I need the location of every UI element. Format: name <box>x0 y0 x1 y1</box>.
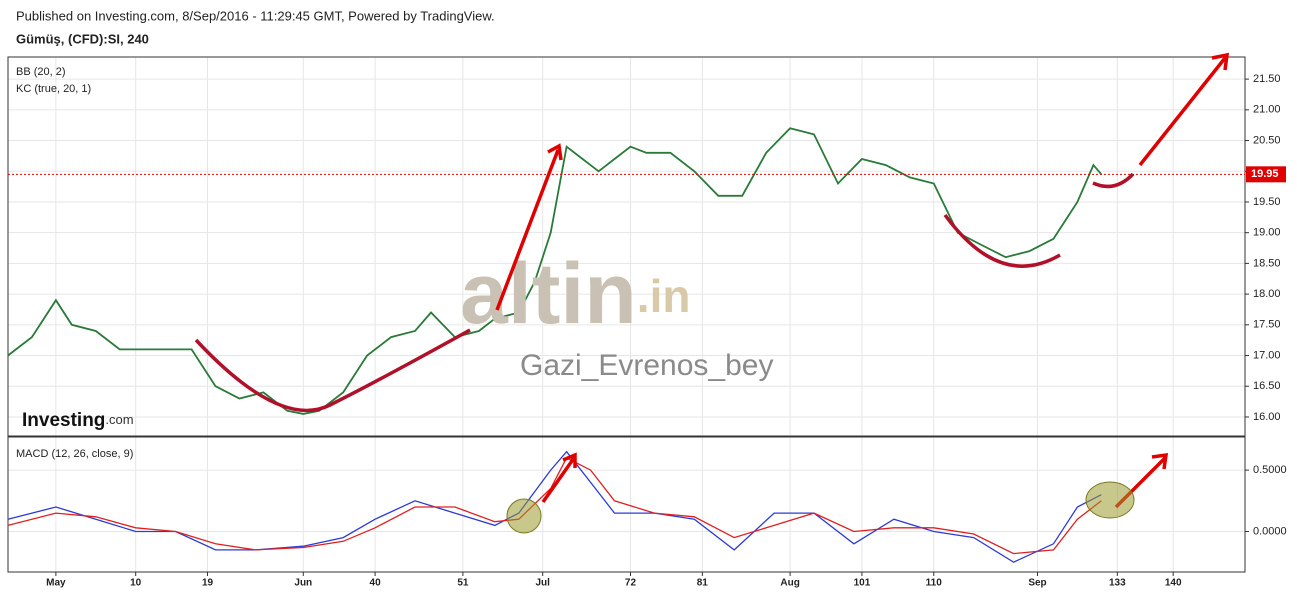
arrow <box>495 143 563 311</box>
x-tick-label: May <box>46 578 66 589</box>
symbol: Gümüş, (CFD):SI, 240 <box>16 31 149 46</box>
y-tick-label: 17.50 <box>1253 319 1281 331</box>
price-line <box>7 457 1102 555</box>
x-tick-label: 81 <box>697 578 709 589</box>
x-tick-label: Aug <box>780 578 799 589</box>
y-tick-label: 19.00 <box>1253 227 1281 239</box>
indicator-label: KC (true, 20, 1) <box>16 83 91 95</box>
arrow <box>541 452 577 504</box>
x-tick-label: Jul <box>535 578 550 589</box>
published-note: Published on Investing.com, 8/Sep/2016 -… <box>16 8 495 23</box>
price-line <box>7 127 1102 415</box>
highlight <box>506 498 542 534</box>
x-tick-label: 110 <box>926 578 943 589</box>
arrow <box>1138 52 1230 167</box>
highlight <box>1085 481 1135 519</box>
annotation-arrows <box>194 52 1230 509</box>
y-tick-label: 21.00 <box>1253 104 1281 116</box>
y-tick-label: 0.5000 <box>1253 464 1287 476</box>
x-tick-label: 40 <box>370 578 382 589</box>
y-tick-label: 18.50 <box>1253 257 1281 269</box>
watermark-brand-suffix: .in <box>637 270 691 322</box>
price-line <box>7 450 1102 563</box>
watermark-author: Gazi_Evrenos_bey <box>520 349 773 382</box>
x-tick-label: 101 <box>854 578 871 589</box>
x-tick-label: Jun <box>294 578 312 589</box>
last-price-label: 19.95 <box>1251 168 1279 180</box>
logo-suffix: .com <box>105 412 133 427</box>
watermark-brand-name: altin <box>460 246 637 342</box>
y-tick-label: 0.0000 <box>1253 525 1287 537</box>
panel-frame <box>7 56 1246 437</box>
y-tick-label: 16.00 <box>1253 411 1281 423</box>
y-tick-label: 16.50 <box>1253 380 1281 392</box>
x-tick-label: 72 <box>625 578 637 589</box>
x-tick-label: 140 <box>1165 578 1182 589</box>
y-tick-label: 18.00 <box>1253 288 1281 300</box>
y-tick-label: 17.00 <box>1253 349 1281 361</box>
x-tick-label: Sep <box>1028 578 1046 589</box>
y-tick-label: 19.50 <box>1253 196 1281 208</box>
x-tick-label: 51 <box>457 578 469 589</box>
x-tick-label: 19 <box>202 578 214 589</box>
last-price-badge <box>1246 166 1286 183</box>
curve <box>194 328 471 413</box>
curve <box>943 213 1061 268</box>
y-tick-label: 21.50 <box>1253 73 1281 85</box>
watermark-brand: altin.in <box>460 246 690 342</box>
x-tick-label: 133 <box>1109 578 1126 589</box>
curve <box>1092 172 1135 189</box>
x-tick-label: 10 <box>130 578 142 589</box>
indicator-label: MACD (12, 26, close, 9) <box>16 448 133 460</box>
logo-name: Investing <box>22 410 105 431</box>
panel-frame <box>7 436 1246 573</box>
y-tick-label: 20.50 <box>1253 134 1281 146</box>
logo: Investing.com <box>22 410 134 431</box>
indicator-label: BB (20, 2) <box>16 66 66 78</box>
